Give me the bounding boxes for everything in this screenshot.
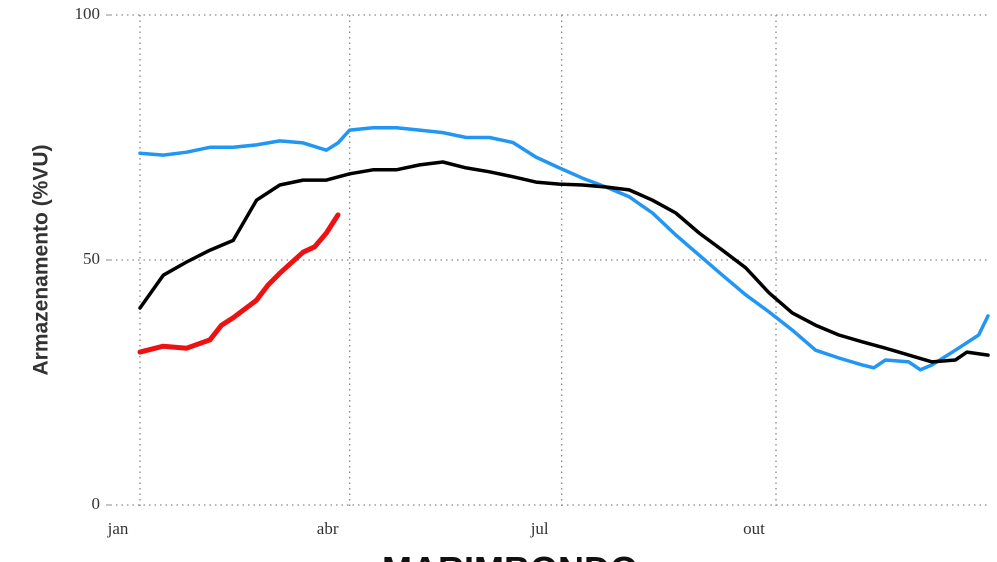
y-axis-label: Armazenamento (%VU) [30, 144, 53, 375]
x-tick-label: out [743, 519, 765, 538]
x-tick-label: jan [107, 519, 129, 538]
x-tick-label: abr [317, 519, 339, 538]
x-tick-label: jul [530, 519, 549, 538]
series-line [138, 160, 990, 364]
y-tick-label: 50 [83, 249, 100, 268]
series-line [138, 125, 990, 372]
y-tick-label: 100 [75, 4, 101, 23]
chart-title: MARIMBONDO [382, 549, 638, 562]
y-tick-label: 0 [92, 494, 101, 513]
series-line [137, 212, 341, 355]
